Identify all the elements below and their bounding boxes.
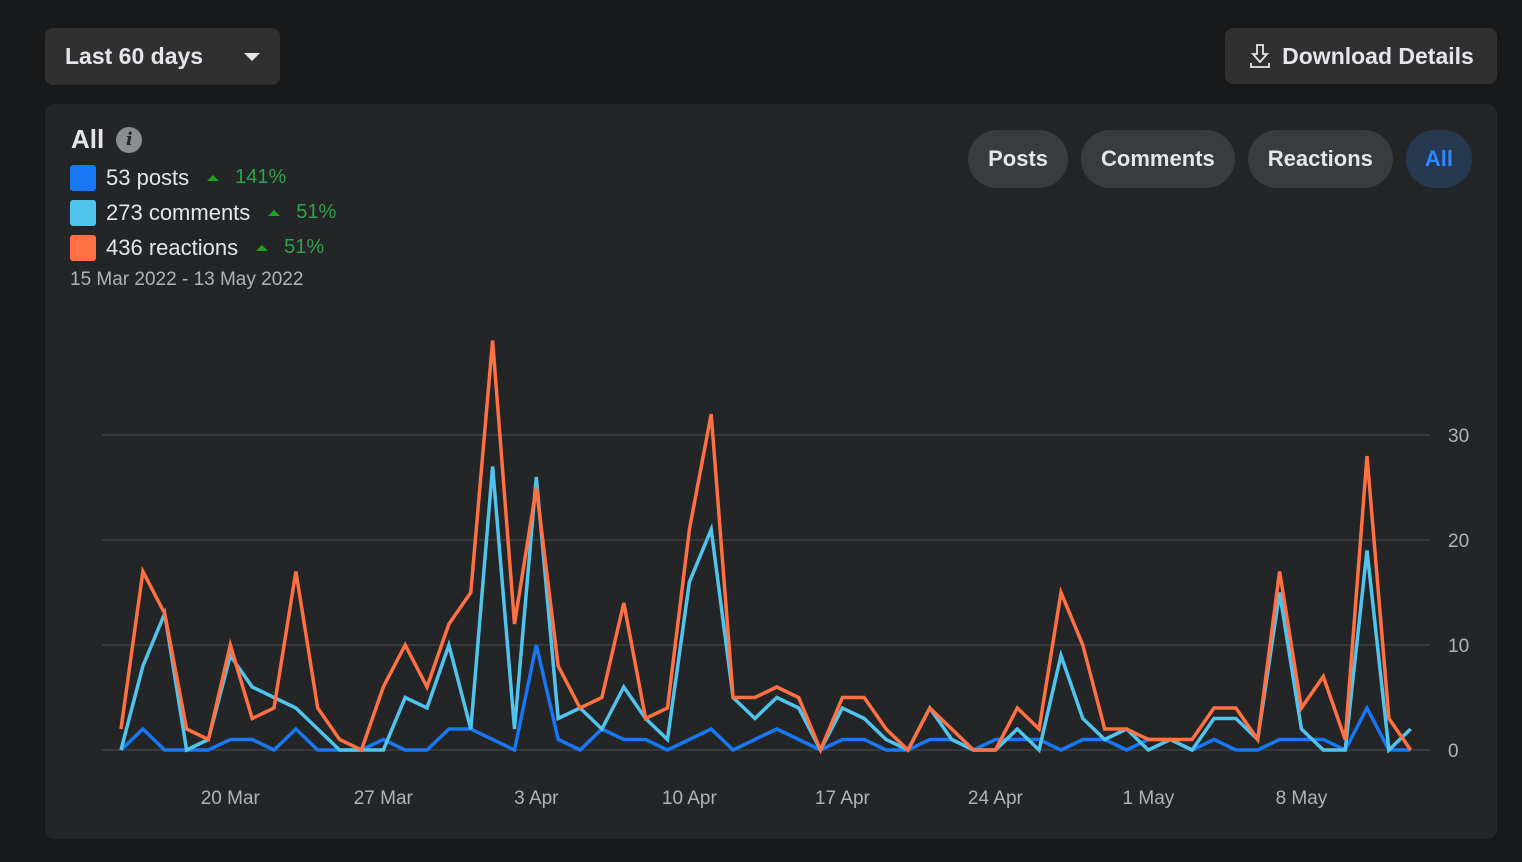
trend-up-icon <box>268 209 281 216</box>
tab-comments[interactable]: Comments <box>1081 130 1235 188</box>
x-tick-label: 27 Mar <box>354 788 414 809</box>
download-icon <box>1250 44 1271 68</box>
x-tick-label: 10 Apr <box>662 788 718 809</box>
x-tick-label: 20 Mar <box>201 788 261 809</box>
date-range-label: Last 60 days <box>65 43 204 69</box>
x-tick-label: 3 Apr <box>514 788 559 809</box>
legend-item-reactions: 436 reactions 51% <box>70 230 336 265</box>
legend-label: 436 reactions <box>106 234 239 260</box>
x-tick-label: 1 May <box>1123 788 1175 809</box>
date-range-text: 15 Mar 2022 - 13 May 2022 <box>70 269 304 290</box>
y-tick-label: 10 <box>1448 636 1469 657</box>
y-tick-label: 20 <box>1448 531 1469 552</box>
reactions-swatch <box>70 234 96 261</box>
trend-up-icon <box>207 174 220 181</box>
legend: 53 posts 141% 273 comments 51% 436 react… <box>70 160 336 265</box>
y-tick-label: 0 <box>1448 741 1459 762</box>
series-line-comments <box>119 466 1412 754</box>
date-range-dropdown[interactable]: Last 60 days <box>45 28 280 85</box>
x-tick-label: 8 May <box>1276 788 1328 809</box>
info-icon[interactable]: i <box>116 126 143 153</box>
legend-label: 273 comments <box>106 199 251 225</box>
legend-label: 53 posts <box>106 164 190 190</box>
legend-item-posts: 53 posts 141% <box>70 160 336 195</box>
series-line-posts <box>119 644 1411 753</box>
change-percent: 51% <box>284 236 325 258</box>
metric-tabs: Posts Comments Reactions All <box>968 130 1472 188</box>
change-percent: 141% <box>235 166 287 188</box>
tab-reactions[interactable]: Reactions <box>1247 130 1393 188</box>
posts-swatch <box>70 164 96 191</box>
tab-all[interactable]: All <box>1405 130 1472 188</box>
caret-down-icon <box>244 52 260 61</box>
download-details-label: Download Details <box>1282 42 1474 69</box>
x-tick-label: 17 Apr <box>815 788 871 809</box>
comments-swatch <box>70 199 96 226</box>
chart-title-text: All <box>71 124 105 154</box>
chart-title: All i <box>71 124 143 155</box>
y-tick-label: 30 <box>1448 426 1469 447</box>
x-tick-label: 24 Apr <box>968 788 1024 809</box>
chart-card <box>45 104 1497 839</box>
download-details-button[interactable]: Download Details <box>1225 28 1497 84</box>
legend-item-comments: 273 comments 51% <box>70 195 336 230</box>
tab-posts[interactable]: Posts <box>968 130 1069 188</box>
series-line-reactions <box>119 340 1413 755</box>
trend-up-icon <box>256 244 269 251</box>
change-percent: 51% <box>296 201 337 223</box>
